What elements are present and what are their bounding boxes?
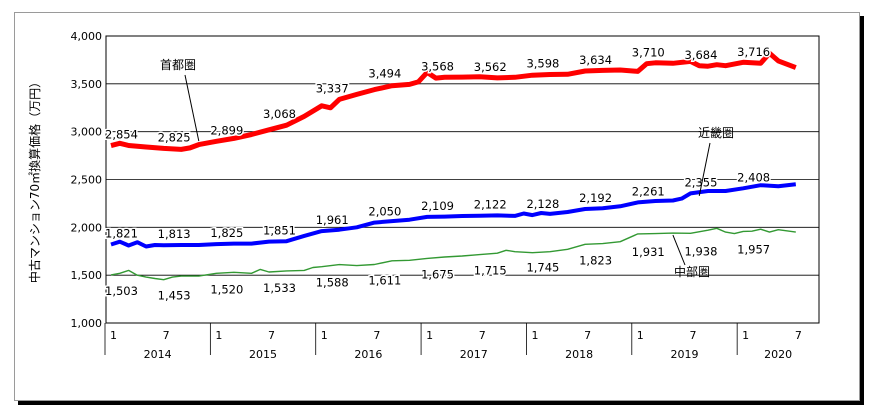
data-label: 1,503 — [105, 284, 138, 298]
x-year-label: 2014 — [144, 348, 172, 361]
data-label: 1,823 — [579, 253, 612, 267]
series-chubu: 1,503 1,453 1,520 1,533 1,588 1,611 1,675 1,715… — [104, 227, 796, 304]
data-label: 1,715 — [474, 264, 507, 278]
x-month-label: 1 — [742, 329, 749, 342]
x-year-label: 2016 — [354, 348, 382, 361]
leader-line — [698, 142, 711, 196]
data-label: 1,938 — [684, 244, 717, 258]
data-label: 3,634 — [579, 53, 612, 67]
data-labels: 2,854 2,825 2,899 3,068 3,337 3,494 3,568 3,562… — [104, 44, 772, 146]
y-tick-label: 2,000 — [71, 221, 103, 234]
series-line — [110, 227, 796, 281]
data-label: 3,337 — [316, 81, 349, 95]
data-label: 3,710 — [632, 46, 665, 60]
x-axis: 1 7 1 7 1 7 1 7 1 7 1 7 1 7 2014 2015 2016 2017 2018 2019 20… — [104, 323, 802, 361]
data-label: 2,109 — [421, 199, 454, 213]
y-tick-label: 2,500 — [71, 174, 103, 187]
plot-area — [105, 35, 820, 324]
x-month-label: 7 — [268, 329, 275, 342]
x-month-label: 1 — [426, 329, 433, 342]
y-tick-label: 3,000 — [71, 126, 103, 139]
data-label: 2,854 — [105, 128, 138, 142]
data-label: 1,520 — [210, 282, 243, 296]
series-line — [110, 182, 797, 249]
data-label: 3,494 — [368, 66, 401, 80]
data-label: 2,122 — [474, 198, 507, 212]
data-label: 2,128 — [526, 197, 559, 211]
data-label: 2,355 — [684, 175, 717, 189]
data-label: 3,068 — [263, 107, 296, 121]
data-label: 1,588 — [316, 276, 349, 290]
x-year-label: 2018 — [565, 348, 593, 361]
leader-line — [184, 74, 200, 142]
x-month-label: 1 — [215, 329, 222, 342]
data-label: 3,562 — [474, 60, 507, 74]
y-tick-label: 4,000 — [71, 30, 103, 43]
x-month-label: 7 — [373, 329, 380, 342]
leader-line — [672, 234, 686, 266]
data-label: 2,408 — [737, 170, 770, 184]
series-line — [110, 50, 797, 152]
data-label: 3,568 — [421, 59, 454, 73]
data-label: 1,533 — [263, 281, 296, 295]
data-labels: 1,503 1,453 1,520 1,533 1,588 1,611 1,675 1,715… — [104, 241, 772, 304]
data-label: 1,851 — [263, 224, 296, 238]
data-label: 1,961 — [316, 213, 349, 227]
data-label: 1,813 — [158, 227, 191, 241]
data-label: 1,611 — [368, 274, 401, 288]
data-labels: 1,821 1,813 1,825 1,851 1,961 2,050 2,109 2,122… — [104, 169, 772, 243]
data-label: 1,821 — [105, 226, 138, 240]
data-label: 1,675 — [421, 267, 454, 281]
series-name-label: 首都圏 — [160, 58, 196, 72]
data-label: 1,957 — [737, 242, 770, 256]
data-label: 1,931 — [632, 245, 665, 259]
y-tick-label: 1,500 — [71, 269, 103, 282]
data-label: 2,899 — [210, 123, 243, 137]
data-label: 1,453 — [158, 289, 191, 303]
chart-frame: 1,000 1,500 2,000 2,500 3,000 3,500 4,000 1 7 1 7 1… — [14, 12, 860, 401]
series-name-label: 近畿圏 — [698, 126, 734, 140]
x-month-label: 1 — [321, 329, 328, 342]
y-tick-labels: 1,000 1,500 2,000 2,500 3,000 3,500 4,000 — [71, 30, 103, 330]
x-year-label: 2017 — [460, 348, 488, 361]
data-label: 3,684 — [684, 48, 717, 62]
x-month-label: 7 — [689, 329, 696, 342]
data-label: 2,050 — [368, 205, 401, 219]
x-month-label: 7 — [795, 329, 802, 342]
x-month-label: 7 — [584, 329, 591, 342]
x-month-label: 7 — [479, 329, 486, 342]
y-axis-title: 中古マンション70㎡換算価格（万円） — [27, 76, 42, 283]
y-tick-label: 1,000 — [71, 317, 103, 330]
x-year-label: 2019 — [670, 348, 698, 361]
series-name-label: 中部圏 — [674, 264, 710, 279]
data-label: 2,192 — [579, 191, 612, 205]
series-kinki: 1,821 1,813 1,825 1,851 1,961 2,050 2,109 2,122… — [104, 169, 797, 249]
x-month-label: 7 — [163, 329, 170, 342]
series-shutoken: 2,854 2,825 2,899 3,068 3,337 3,494 3,568 3,562… — [104, 44, 797, 152]
x-year-label: 2020 — [764, 348, 792, 361]
data-label: 3,598 — [526, 56, 559, 70]
x-year-label: 2015 — [249, 348, 277, 361]
x-month-label: 1 — [110, 329, 117, 342]
data-label: 1,825 — [210, 226, 243, 240]
y-tick-label: 3,500 — [71, 78, 103, 91]
data-label: 2,825 — [158, 130, 191, 144]
x-month-label: 1 — [531, 329, 538, 342]
data-label: 2,261 — [632, 184, 665, 198]
data-label: 3,716 — [737, 45, 770, 59]
data-label: 1,745 — [526, 261, 559, 275]
x-month-label: 1 — [637, 329, 644, 342]
